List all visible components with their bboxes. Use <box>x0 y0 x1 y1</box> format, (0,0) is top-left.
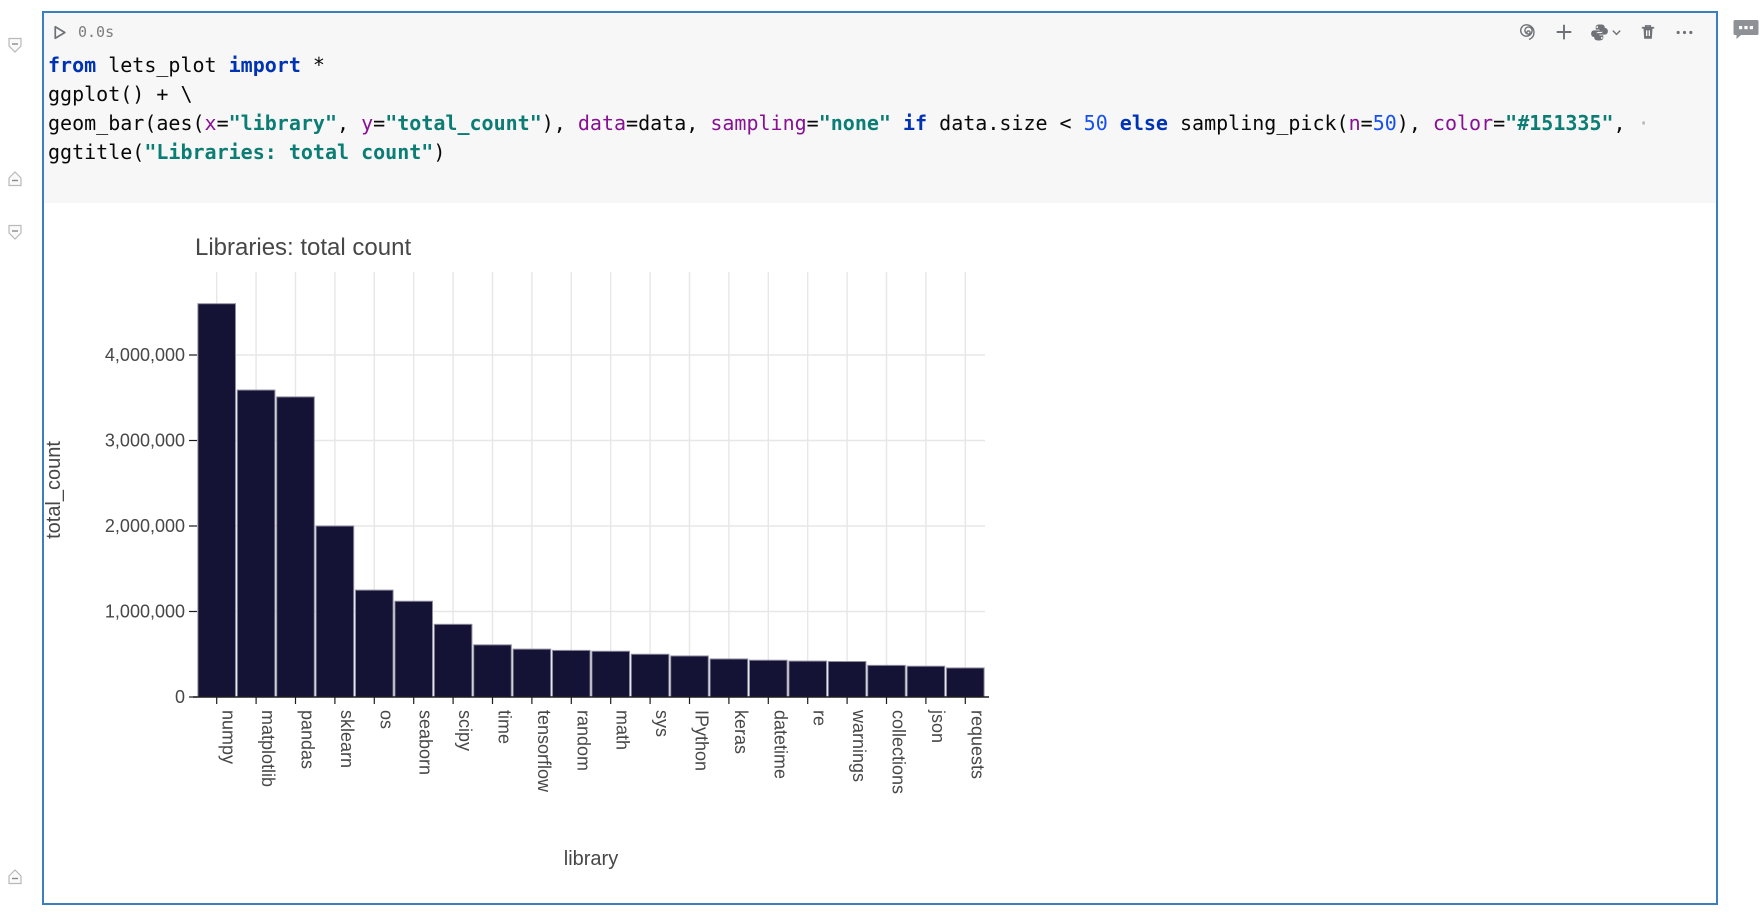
execution-time: 0.0s <box>78 23 115 41</box>
cell-header: 0.0s <box>44 13 1716 51</box>
x-tick-label: IPython <box>692 710 712 771</box>
bar <box>709 658 749 698</box>
x-tick-label: numpy <box>219 710 239 764</box>
x-tick-label: re <box>810 710 830 726</box>
x-tick-label: scipy <box>455 710 475 751</box>
bar <box>236 389 276 698</box>
y-tick-label: 2,000,000 <box>105 516 185 536</box>
bar <box>315 525 355 698</box>
y-tick-label: 1,000,000 <box>105 602 185 622</box>
x-tick-label: time <box>495 710 515 744</box>
run-cell-button[interactable] <box>49 22 69 42</box>
bar <box>473 644 512 698</box>
more-options-icon[interactable] <box>1674 22 1694 42</box>
bar <box>276 396 315 698</box>
y-tick-label: 4,000,000 <box>105 345 185 365</box>
bar <box>827 661 867 698</box>
bar <box>867 664 906 698</box>
bar <box>394 600 433 698</box>
bar <box>788 660 828 698</box>
code-line: geom_bar(aes(x="library", y="total_count… <box>48 111 1650 135</box>
notebook-cell: 0.0s <box>42 11 1718 905</box>
bar <box>670 655 709 698</box>
code-section: 0.0s <box>44 13 1716 203</box>
fold-marker-collapse[interactable] <box>6 170 24 188</box>
play-icon <box>53 25 66 39</box>
code-line: ggplot() + \ <box>48 82 193 106</box>
chevron-down-icon <box>1612 29 1621 35</box>
y-axis-title: total_count <box>44 441 65 539</box>
code-line: ggtitle("Libraries: total count") <box>48 140 446 164</box>
x-tick-label: sklearn <box>337 710 357 768</box>
code-line: from lets_plot import * <box>48 53 325 77</box>
bar <box>433 623 473 698</box>
x-axis-title: library <box>564 848 618 870</box>
bar <box>591 650 631 698</box>
bar <box>630 653 670 698</box>
fold-marker-collapse[interactable] <box>6 223 24 241</box>
x-tick-label: requests <box>967 710 987 779</box>
x-tick-label: seaborn <box>416 710 436 775</box>
code-editor[interactable]: from lets_plot import * ggplot() + \ geom_… <box>48 51 1712 167</box>
fold-marker-collapse[interactable] <box>6 36 24 54</box>
x-tick-label: math <box>613 710 633 750</box>
bar <box>552 649 591 698</box>
bar <box>512 648 552 698</box>
x-tick-label: keras <box>731 710 751 754</box>
delete-cell-icon[interactable] <box>1638 22 1658 42</box>
x-tick-label: collections <box>889 710 909 794</box>
bar <box>946 667 985 698</box>
bar <box>197 303 236 698</box>
chart-title: Libraries: total count <box>195 234 411 261</box>
python-interpreter-icon <box>1591 24 1608 40</box>
cell-toolbar <box>1518 22 1694 42</box>
bar <box>355 589 394 698</box>
cell-output: 0 1,000,000 2,000,000 3,000,000 4,000,000 num… <box>44 203 1716 903</box>
x-tick-label: tensorflow <box>534 710 554 793</box>
chart: 0 1,000,000 2,000,000 3,000,000 4,000,000 num… <box>44 234 989 870</box>
fold-marker-collapse[interactable] <box>6 868 24 886</box>
x-tick-label: sys <box>652 710 672 737</box>
x-tick-label: matplotlib <box>258 710 278 787</box>
x-tick-label: json <box>928 709 948 743</box>
y-tick-label: 0 <box>175 687 185 707</box>
bar <box>749 659 788 698</box>
comment-bubble-icon[interactable] <box>1732 17 1760 43</box>
y-tick-label: 3,000,000 <box>105 431 185 451</box>
x-tick-label: datetime <box>770 710 790 779</box>
bar <box>906 665 946 698</box>
python-interpreter-selector[interactable] <box>1590 23 1622 42</box>
x-tick-label: random <box>573 710 593 771</box>
add-cell-icon[interactable] <box>1554 22 1574 42</box>
x-tick-label: pandas <box>298 710 318 769</box>
ai-spiral-icon[interactable] <box>1518 22 1538 42</box>
x-tick-label: os <box>376 710 396 729</box>
x-tick-label: warnings <box>849 709 869 782</box>
